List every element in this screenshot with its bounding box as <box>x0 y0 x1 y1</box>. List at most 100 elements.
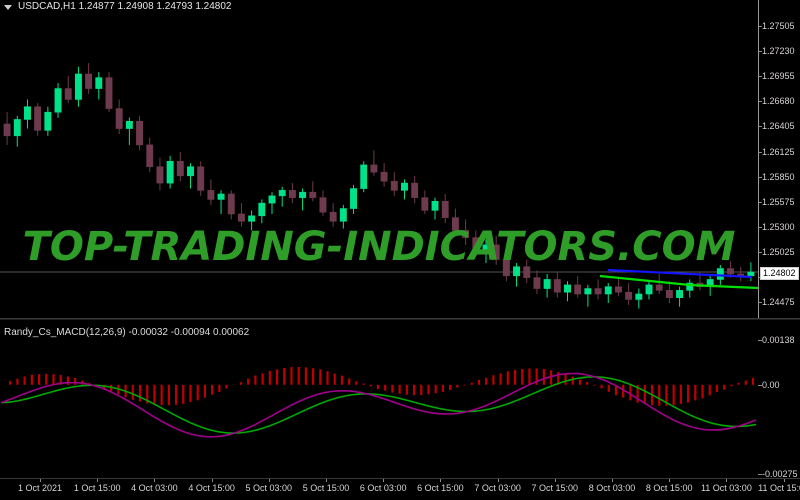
candlestick <box>676 286 684 307</box>
macd-indicator-panel[interactable] <box>0 320 800 478</box>
candlestick <box>95 72 103 100</box>
candlestick <box>482 239 490 264</box>
price-tick-mark <box>758 126 762 128</box>
candlestick <box>625 283 633 305</box>
time-tick-mark <box>554 479 556 482</box>
candlestick <box>197 161 205 196</box>
price-tick-mark <box>758 26 762 28</box>
macd-tick-label: -0.00275 <box>762 469 798 479</box>
time-tick-mark <box>440 479 442 482</box>
price-scale-separator <box>758 0 759 318</box>
macd-header-bar[interactable]: Randy_Cs_MACD(12,26,9) -0.00032 -0.00094… <box>4 322 249 340</box>
time-tick-label: 8 Oct 03:00 <box>588 483 636 493</box>
candlestick <box>13 115 21 147</box>
candlestick <box>156 157 164 191</box>
candlestick <box>502 252 510 282</box>
panel-divider-fill <box>0 319 800 320</box>
candlestick <box>543 274 551 298</box>
candlestick <box>44 106 52 136</box>
candlestick <box>655 274 663 294</box>
candlestick <box>380 163 388 187</box>
price-tick-label: 1.25575 <box>762 196 795 207</box>
price-tick-mark <box>758 101 762 103</box>
macd-label: Randy_Cs_MACD(12,26,9) -0.00032 -0.00094… <box>4 327 250 338</box>
time-tick-label: 7 Oct 03:00 <box>474 483 521 493</box>
candlestick <box>564 281 571 302</box>
symbol-header-bar[interactable]: USDCAD,H1 1.24877 1.24908 1.24793 1.2480… <box>0 0 800 14</box>
candlestick <box>645 281 653 300</box>
candlestick <box>635 288 643 309</box>
candlestick <box>125 117 133 145</box>
macd-line <box>0 372 757 438</box>
candlestick <box>3 112 11 145</box>
candlestick <box>574 275 582 298</box>
candlestick <box>329 203 337 227</box>
price-tick-label: 1.26125 <box>762 146 795 157</box>
price-tick-label: 1.26955 <box>762 71 795 82</box>
candlestick <box>686 279 694 298</box>
chevron-down-icon[interactable] <box>4 4 12 10</box>
candlestick <box>299 188 307 211</box>
candlestick <box>248 210 256 231</box>
candlestick <box>360 161 368 193</box>
candlestick <box>136 115 144 151</box>
time-axis[interactable]: 1 Oct 2021 1 Oct 15:00 4 Oct 03:00 4 Oct 15… <box>0 479 800 500</box>
candlestick <box>584 284 592 307</box>
time-tick-label: 8 Oct 15:00 <box>645 483 693 493</box>
price-tick-mark <box>758 76 762 78</box>
candlestick <box>737 266 745 282</box>
price-tick-label: 1.25025 <box>762 246 795 257</box>
candlestick <box>421 190 429 214</box>
candlestick <box>492 235 500 265</box>
time-tick-label: 11 Oct 03:00 <box>700 483 752 493</box>
candlestick <box>85 63 93 94</box>
candlestick <box>411 175 419 204</box>
candlestick <box>166 155 174 189</box>
candlestick <box>187 163 194 189</box>
time-tick-mark <box>154 479 156 482</box>
blue-trendline[interactable] <box>607 268 753 279</box>
price-chart-canvas <box>0 63 759 309</box>
time-tick-mark <box>383 479 385 482</box>
candlestick <box>146 137 154 173</box>
candlestick <box>64 75 72 104</box>
macd-tick-mark <box>758 474 762 475</box>
price-tick-label: 1.27505 <box>762 21 795 32</box>
price-tick-mark <box>758 51 762 53</box>
time-tick-mark <box>497 479 499 482</box>
price-chart-panel[interactable] <box>0 0 800 318</box>
candlestick <box>523 259 531 284</box>
candlestick <box>462 219 470 245</box>
candlestick <box>217 190 225 214</box>
macd-tick-mark <box>758 384 762 386</box>
candlestick <box>441 194 449 224</box>
candlestick <box>614 277 622 296</box>
candlestick <box>268 192 276 214</box>
symbol-label: USDCAD,H1 1.24877 1.24908 1.24793 1.2480… <box>18 1 232 12</box>
price-tick-label: 1.25850 <box>762 171 795 182</box>
green-trendline[interactable] <box>599 274 759 290</box>
time-tick-label: 6 Oct 03:00 <box>359 483 407 493</box>
candlestick <box>665 281 673 304</box>
time-tick-mark <box>612 479 613 482</box>
price-tick-label: 1.24475 <box>762 296 795 307</box>
candlestick <box>604 283 612 304</box>
candlestick <box>309 181 317 202</box>
panel-divider-bottom <box>0 478 800 479</box>
candlestick <box>319 190 327 216</box>
candlestick <box>115 99 123 134</box>
candlestick <box>24 99 31 129</box>
candlestick <box>258 199 266 224</box>
time-tick-mark <box>211 479 213 482</box>
candlestick <box>278 186 286 207</box>
candlestick <box>513 263 521 287</box>
candlestick <box>339 204 347 229</box>
time-tick-label: 5 Oct 03:00 <box>245 483 293 493</box>
price-tick-mark <box>758 251 762 253</box>
candlestick <box>288 183 296 204</box>
time-tick-label: 1 Oct 2021 <box>17 483 63 493</box>
time-tick-label: 4 Oct 15:00 <box>188 483 235 493</box>
price-tick-mark <box>758 226 762 228</box>
candlestick <box>451 208 459 236</box>
price-tick-mark <box>758 201 762 203</box>
